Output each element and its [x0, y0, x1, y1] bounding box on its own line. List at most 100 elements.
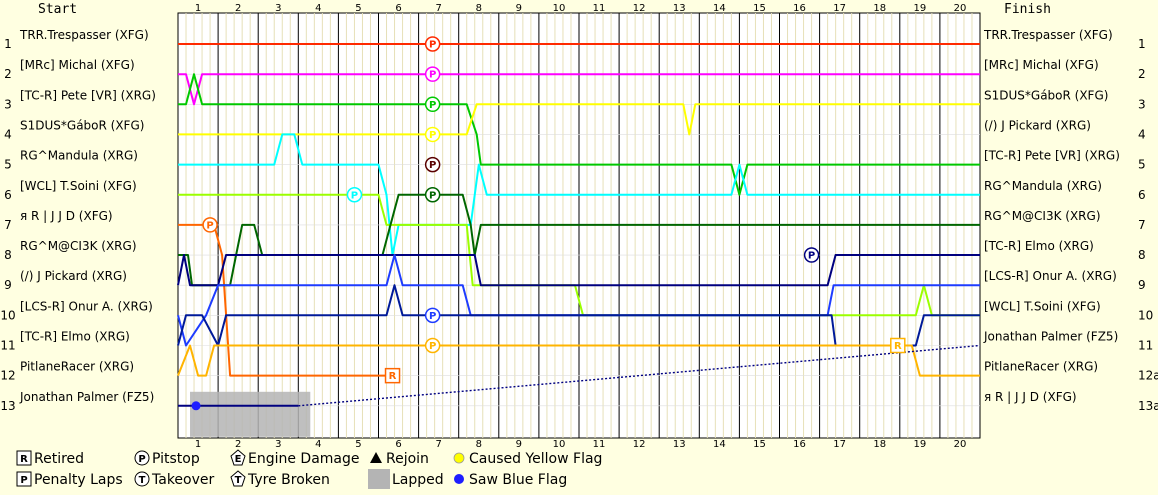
retired-marker-letter: R: [389, 371, 397, 382]
lap-tick-bottom: 4: [315, 439, 321, 450]
pitstop-marker: [424, 66, 441, 82]
position-right: 12a: [1138, 369, 1158, 383]
series-line-6: [178, 193, 980, 317]
start-header: Start: [38, 2, 77, 17]
series-line-5: [178, 133, 980, 256]
lap-tick-top: 1: [195, 3, 201, 14]
driver-start-name: (/) J Pickard (XRG): [20, 269, 127, 283]
pitstop-marker-letter: P: [351, 190, 358, 201]
position-left: 12: [0, 369, 15, 383]
lap-tick-bottom: 8: [476, 439, 482, 450]
lap-tick-bottom: 9: [516, 439, 522, 450]
driver-start-name: [TC-R] Pete [VR] (XRG): [20, 88, 156, 102]
lap-tick-top: 4: [315, 3, 321, 14]
legend-label: Tyre Broken: [247, 472, 330, 488]
lap-tick-top: 10: [553, 3, 566, 14]
position-left: 2: [4, 67, 12, 81]
lap-tick-top: 6: [395, 3, 401, 14]
pitstop-marker: [424, 36, 441, 52]
legend-label: Lapped: [392, 472, 444, 488]
lap-tick-top: 3: [275, 3, 281, 14]
driver-finish-name: TRR.Trespasser (XFG): [983, 28, 1113, 42]
pitstop-marker: [424, 187, 441, 203]
legend-square-symbol: [16, 471, 32, 487]
pitstop-marker-letter: P: [429, 100, 436, 111]
event-markers: P P P P P P P P P P P R R: [191, 36, 906, 411]
lap-tick-top: 5: [355, 3, 361, 14]
legend-pentagon-symbol: [230, 470, 246, 487]
legend-lapped-symbol: [368, 469, 390, 489]
pitstop-marker-letter: P: [429, 40, 436, 51]
driver-finish-name: Jonathan Palmer (FZ5): [983, 330, 1118, 344]
driver-finish-name: [TC-R] Elmo (XRG): [984, 239, 1094, 253]
lap-tick-bottom: 16: [793, 439, 806, 450]
position-right: 7: [1138, 218, 1146, 232]
series-lines: [177, 43, 981, 407]
position-right: 2: [1138, 67, 1146, 81]
lap-tick-bottom: 6: [395, 439, 401, 450]
lap-tick-bottom: 12: [633, 439, 646, 450]
position-left: 1: [4, 37, 12, 51]
lap-tick-top: 11: [593, 3, 606, 14]
pitstop-marker: [424, 156, 441, 173]
legend-circle-symbol: [134, 471, 150, 487]
lap-tick-bottom: 15: [753, 439, 766, 450]
driver-start-name: [TC-R] Elmo (XRG): [20, 330, 130, 344]
retired-marker: [384, 367, 401, 384]
series-line-4: [178, 103, 980, 136]
driver-finish-name: я R | J J D (XFG): [984, 390, 1077, 404]
legend-symbol-letter: T: [139, 475, 146, 486]
lap-tick-top: 16: [793, 3, 806, 14]
position-left: 7: [4, 218, 12, 232]
lap-tick-top: 17: [833, 3, 846, 14]
legend-pentagon-symbol: [230, 449, 246, 466]
driver-finish-name: [TC-R] Pete [VR] (XRG): [984, 149, 1120, 163]
driver-finish-name: (/) J Pickard (XRG): [984, 118, 1091, 132]
lap-tick-bottom: 11: [593, 439, 606, 450]
lap-tick-bottom: 13: [673, 439, 686, 450]
legend-symbol-letter: P: [20, 475, 27, 486]
position-right: 8: [1138, 248, 1146, 262]
position-left: 10: [0, 308, 15, 322]
position-left: 13: [0, 399, 15, 413]
lap-tick-bottom: 3: [275, 439, 281, 450]
retired-marker-letter: R: [894, 341, 902, 352]
driver-start-name: я R | J J D (XFG): [20, 209, 113, 223]
lap-tick-top: 9: [516, 3, 522, 14]
position-right: 1: [1138, 37, 1146, 51]
driver-start-name: [WCL] T.Soini (XFG): [20, 179, 137, 193]
driver-finish-name: PitlaneRacer (XRG): [984, 360, 1098, 374]
pitstop-marker-letter: P: [429, 341, 436, 352]
series-line-7: [178, 223, 391, 377]
position-right: 6: [1138, 188, 1146, 202]
series-line-12: [177, 344, 980, 377]
pitstop-marker: [424, 307, 441, 324]
legend-circle-symbol: [134, 450, 150, 466]
position-right: 3: [1138, 97, 1146, 111]
legend-blue-dot: [454, 474, 464, 484]
pitstop-marker: [803, 247, 820, 263]
position-right: 4: [1138, 127, 1146, 141]
driver-start-name: Jonathan Palmer (FZ5): [19, 390, 154, 404]
lap-tick-bottom: 1: [195, 439, 201, 450]
driver-finish-name: [MRc] Michal (XFG): [984, 58, 1099, 72]
pitstop-marker: [424, 126, 441, 143]
legend-label: Takeover: [151, 472, 214, 488]
position-left: 6: [4, 188, 12, 202]
legend-square-symbol: [16, 450, 32, 466]
position-right: 9: [1138, 278, 1146, 292]
legend-yellow-dot: [453, 452, 465, 464]
lapped-shade: [190, 391, 311, 437]
series-line-2: [178, 73, 980, 106]
position-left: 3: [4, 97, 12, 111]
legend-label: Engine Damage: [248, 451, 360, 467]
legend-label: Penalty Laps: [34, 472, 123, 488]
lap-tick-top: 20: [954, 3, 967, 14]
pitstop-marker-letter: P: [429, 70, 436, 81]
lap-tick-top: 18: [873, 3, 886, 14]
legend-symbol-letter: E: [235, 454, 242, 465]
legend-label: Pitstop: [152, 451, 200, 467]
pitstop-marker-letter: P: [808, 251, 815, 262]
